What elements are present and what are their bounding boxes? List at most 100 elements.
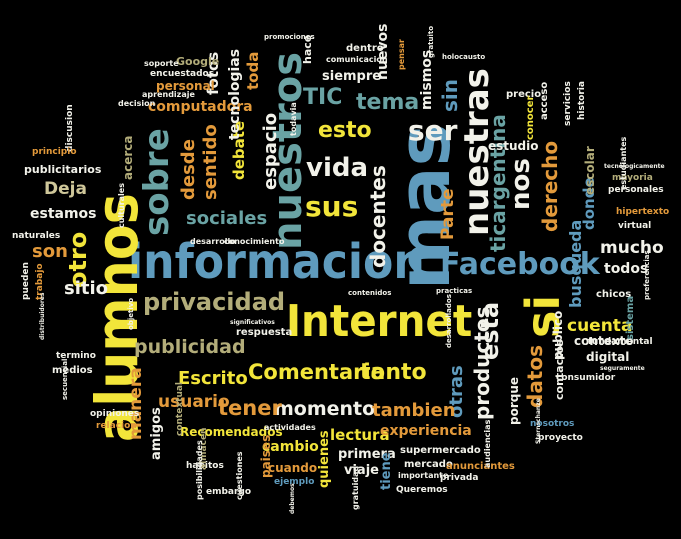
word-porque: porque — [507, 376, 521, 425]
word-todos: todos — [604, 261, 649, 277]
word-soporte: soporte — [144, 59, 179, 68]
word-internet: Internet — [286, 296, 473, 347]
word-tener: tener — [218, 396, 282, 420]
word-debemos: debemos — [289, 483, 296, 514]
word-contexto: contexto — [574, 334, 634, 348]
word-sobre: sobre — [137, 128, 177, 236]
word-espacio: espacio — [260, 112, 281, 190]
word-privada: privada — [440, 473, 479, 483]
word-vida: vida — [306, 153, 369, 183]
word-naturales: naturales — [12, 231, 61, 241]
word-comunicacion: comunicacion — [326, 55, 388, 64]
word-aprendizaje: aprendizaje — [142, 90, 195, 99]
word-publicidad: publicidad — [134, 336, 246, 358]
word-derecho: derecho — [538, 140, 562, 232]
word-precio: precio — [506, 89, 542, 100]
word-nos: nos — [506, 158, 536, 210]
word-sociales: sociales — [186, 208, 268, 229]
word-toda: toda — [244, 51, 262, 90]
word-estudio: estudio — [488, 139, 539, 153]
word-cuando: cuando — [268, 461, 318, 475]
word-escrito: Escrito — [178, 368, 248, 389]
word-tecnologicamente: tecnologicamente — [604, 163, 665, 170]
word-son: son — [32, 241, 68, 262]
word-deja: Deja — [44, 179, 87, 199]
word-contextual: contextual — [175, 381, 185, 436]
word-mercado: mercado — [404, 459, 453, 470]
word-significativos: significativos — [230, 319, 275, 326]
word-discusion: discusion — [65, 104, 75, 152]
word-ticargentina: ticargentina — [486, 114, 510, 252]
word-sin: sin — [438, 79, 462, 112]
word-desarrollados: desarrollados — [445, 294, 453, 348]
word-primera: primera — [338, 447, 396, 462]
word-tambien: tambien — [372, 400, 456, 421]
word-tema: tema — [356, 90, 420, 115]
word-tecnologias: tecnologias — [227, 48, 243, 140]
word-conocer: conocer — [525, 95, 536, 140]
word-relacion: relacion — [96, 421, 137, 431]
word-pueden: pueden — [21, 262, 31, 300]
word-privacidad: privacidad — [143, 288, 286, 316]
word-personal: personal — [156, 79, 215, 93]
word-actividades: actividades — [264, 423, 316, 432]
word-amigos: amigos — [149, 407, 164, 460]
word-momento: momento — [274, 398, 376, 420]
word-anunciantes: anunciantes — [446, 461, 515, 472]
word-sentido: sentido — [200, 124, 221, 200]
word-audiencias: audiencias — [483, 419, 492, 468]
word-esto: esto — [318, 118, 372, 143]
word-embargo: embargo — [206, 487, 252, 497]
word-sternschanze: Sternschanze — [535, 398, 542, 444]
word-proyecto: proyecto — [538, 433, 583, 443]
word-google: Google — [176, 55, 220, 68]
word-chicos: chicos — [596, 289, 632, 300]
word-computadora: computadora — [148, 99, 253, 115]
word-tiene: tiene — [379, 452, 394, 490]
word-fundamental: fundamental — [588, 337, 653, 347]
word-gratuito: gratuito — [427, 25, 435, 58]
word-secuencial: secuencial — [61, 358, 69, 400]
word-pensar: pensar — [397, 39, 406, 70]
word-productos: productos — [470, 306, 494, 420]
word-preferencias: preferencias — [643, 250, 651, 300]
word-todavia: todavia — [289, 102, 298, 136]
word-dentro: dentro — [346, 43, 384, 54]
word-siempre: siempre — [322, 69, 382, 84]
word-acerca: acerca — [121, 135, 135, 180]
word-virtual: virtual — [618, 221, 652, 231]
word-posibilidades: posibilidades — [195, 440, 204, 500]
word-sitio: sitio — [64, 278, 109, 299]
word-estudiantes: estudiantes — [619, 136, 628, 190]
word-decision: decision — [118, 99, 156, 108]
word-distribuidores: distribuidores — [39, 292, 46, 340]
word-gratuidad: gratuidad — [351, 465, 360, 510]
word-promociones: promociones — [264, 33, 315, 41]
word-acceso: acceso — [539, 81, 550, 120]
word-digital: digital — [586, 350, 630, 364]
word-objetivo: objetivo — [127, 297, 135, 330]
word-parte: Parte — [438, 188, 458, 240]
word-cuenta: cuenta — [567, 316, 633, 336]
word-seguramente: seguramente — [600, 365, 645, 372]
word-consumidor: consumidor — [556, 373, 616, 383]
word-sus: sus — [305, 190, 359, 223]
word-habitos: habitos — [186, 461, 224, 471]
word-cuestiones: cuestiones — [235, 451, 244, 500]
word-escolar: escolar — [583, 146, 597, 195]
word-supermercado: supermercado — [400, 445, 481, 456]
word-cambio: cambio — [262, 439, 319, 455]
word-contactos: contactos — [553, 339, 566, 400]
word-contenidos: contenidos — [348, 289, 392, 297]
word-culturales: culturales — [117, 183, 126, 228]
word-opiniones: opiniones — [90, 409, 140, 419]
word-experiencia: experiencia — [380, 423, 472, 439]
word-medios: medios — [52, 365, 93, 376]
word-personales: personales — [608, 185, 664, 195]
word-docentes: docentes — [366, 165, 390, 268]
word-conocimiento: conocimiento — [224, 237, 285, 246]
word-tic: TIC — [303, 85, 343, 110]
word-lectura: lectura — [330, 426, 390, 444]
word-mucho: mucho — [600, 238, 664, 258]
word-desde: desde — [178, 139, 199, 200]
